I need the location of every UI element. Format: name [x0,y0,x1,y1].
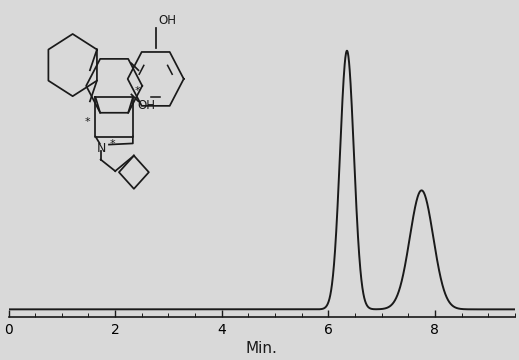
Text: *: * [110,139,116,149]
Text: *: * [135,86,141,96]
X-axis label: Min.: Min. [246,341,278,356]
Text: OH: OH [137,99,155,112]
Text: OH: OH [158,14,176,27]
Text: N: N [97,141,106,154]
Text: *: * [85,117,91,127]
